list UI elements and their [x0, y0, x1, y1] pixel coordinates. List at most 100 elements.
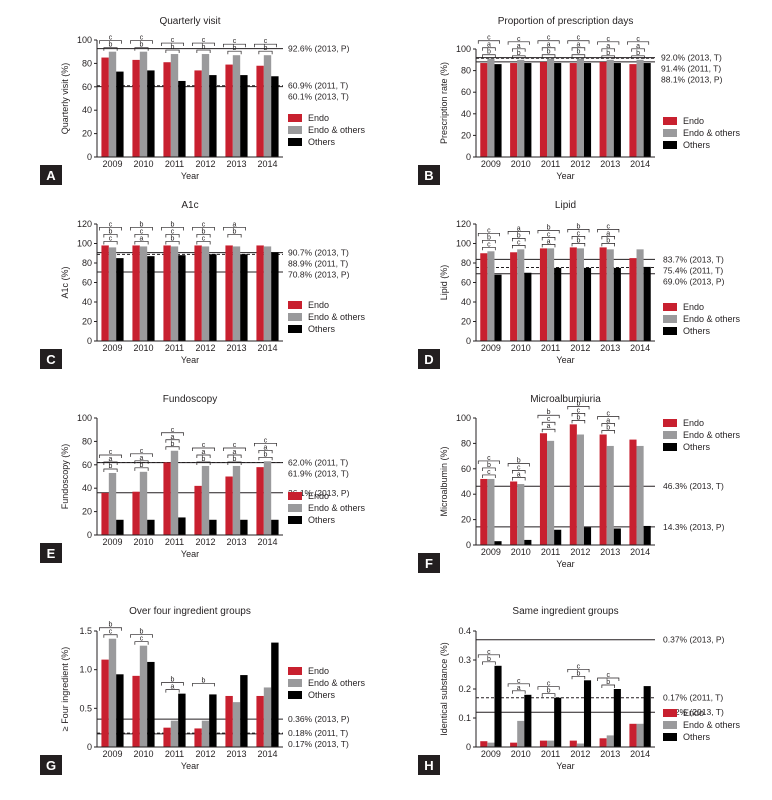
reference-label: 0.17% (2011, T)	[663, 693, 723, 703]
x-tick-label: 2014	[257, 343, 277, 353]
legend-swatch	[663, 303, 677, 311]
legend-label: Endo & others	[683, 128, 741, 138]
x-tick-label: 2011	[541, 159, 560, 169]
bar	[510, 252, 518, 341]
significance-bracket	[196, 234, 211, 238]
x-tick-label: 2010	[511, 749, 531, 759]
significance-label: a	[140, 455, 144, 462]
x-tick-label: 2011	[165, 749, 184, 759]
y-tick-label: 60	[461, 87, 471, 97]
significance-label: b	[109, 228, 113, 235]
bar	[178, 517, 186, 535]
bar	[108, 638, 117, 747]
significance-bracket	[601, 684, 615, 688]
bar	[636, 249, 644, 341]
significance-bracket	[161, 682, 184, 686]
significance-label: c	[233, 442, 237, 449]
significance-label: b	[487, 656, 491, 663]
significance-label: c	[202, 442, 206, 449]
bar	[480, 741, 488, 747]
legend-swatch	[288, 313, 302, 321]
significance-bracket	[130, 634, 153, 638]
significance-label: c	[171, 37, 175, 44]
bar	[178, 80, 186, 157]
x-tick-label: 2010	[133, 159, 153, 169]
legend-swatch	[663, 129, 677, 137]
significance-label: c	[171, 228, 175, 235]
significance-bracket	[597, 677, 620, 681]
significance-bracket	[477, 460, 500, 464]
y-tick-label: 100	[77, 239, 92, 249]
legend-swatch	[663, 721, 677, 729]
significance-bracket	[601, 243, 615, 247]
significance-bracket	[541, 237, 556, 241]
bar	[613, 63, 621, 157]
bar	[524, 539, 532, 545]
legend-label: Others	[308, 515, 336, 525]
bar	[613, 689, 621, 747]
reference-label: 36.1% (2013, P)	[288, 488, 350, 498]
significance-label: b	[109, 463, 113, 470]
panel-letter-badge	[418, 755, 440, 775]
bar	[194, 70, 202, 157]
significance-label: b	[576, 237, 580, 244]
reference-label: 75.4% (2011, T)	[663, 265, 723, 275]
reference-label: 83.7% (2013, T)	[663, 254, 724, 264]
y-tick-label: 0	[87, 530, 92, 540]
significance-label: c	[607, 672, 611, 679]
legend-label: Others	[683, 326, 711, 336]
bar	[101, 57, 109, 157]
bar	[606, 735, 614, 747]
significance-label: a	[606, 418, 610, 425]
y-tick-label: 100	[456, 413, 471, 423]
y-tick-label: 20	[461, 317, 471, 327]
bar	[263, 55, 272, 157]
legend-label: Endo	[308, 300, 329, 310]
bar	[636, 59, 644, 157]
legend-label: Others	[308, 690, 336, 700]
legend-label: Endo & others	[683, 314, 741, 324]
x-axis-label: Year	[181, 549, 199, 559]
bar	[510, 481, 518, 545]
bar	[643, 63, 651, 157]
significance-bracket	[567, 406, 590, 410]
significance-label: b	[202, 677, 206, 684]
y-axis-label: ≥ Four ingredient (%)	[60, 647, 70, 731]
reference-label: 0.37% (2013, P)	[663, 635, 725, 645]
legend-swatch	[663, 709, 677, 717]
significance-bracket	[227, 50, 242, 55]
significance-bracket	[192, 683, 215, 687]
chart-panel-a: Quarterly visit 2009 2010 2011 2012 2013 2014 c…	[40, 16, 366, 185]
significance-bracket	[477, 654, 500, 658]
significance-bracket	[223, 43, 246, 48]
significance-label: c	[636, 36, 640, 43]
bar	[629, 258, 637, 341]
significance-bracket	[537, 686, 560, 690]
x-tick-label: 2013	[600, 547, 620, 557]
x-tick-label: 2010	[133, 343, 153, 353]
reference-label: 70.8% (2013, P)	[288, 270, 350, 280]
x-tick-label: 2012	[570, 159, 590, 169]
bar	[629, 64, 637, 157]
bar	[569, 740, 577, 747]
y-tick-label: 40	[82, 297, 92, 307]
y-tick-label: 20	[461, 515, 471, 525]
significance-bracket	[227, 234, 242, 238]
significance-bracket	[597, 41, 620, 45]
x-tick-label: 2012	[570, 749, 590, 759]
legend-label: Endo & others	[683, 430, 741, 440]
significance-label: a	[517, 43, 521, 50]
bar	[139, 246, 148, 341]
chart-panel-h: Same ingredient groups 2009 2010 2011 2012 20…	[418, 606, 741, 775]
bar	[643, 266, 651, 341]
y-axis-label: Lipid (%)	[439, 265, 449, 301]
significance-bracket	[192, 227, 215, 231]
significance-label: b	[171, 44, 175, 51]
legend-swatch	[663, 315, 677, 323]
bar	[256, 467, 264, 535]
significance-bracket	[161, 42, 184, 47]
bar	[569, 424, 577, 545]
significance-label: b	[576, 400, 580, 407]
significance-bracket	[103, 234, 118, 238]
y-tick-label: 0.3	[458, 655, 471, 665]
